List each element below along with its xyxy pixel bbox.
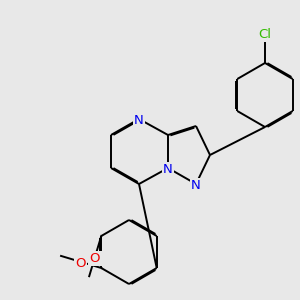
Text: N: N [134,114,144,127]
Text: Cl: Cl [259,28,272,41]
Text: O: O [75,257,86,270]
Text: N: N [191,179,201,192]
Text: N: N [163,163,173,176]
Text: O: O [90,252,100,265]
